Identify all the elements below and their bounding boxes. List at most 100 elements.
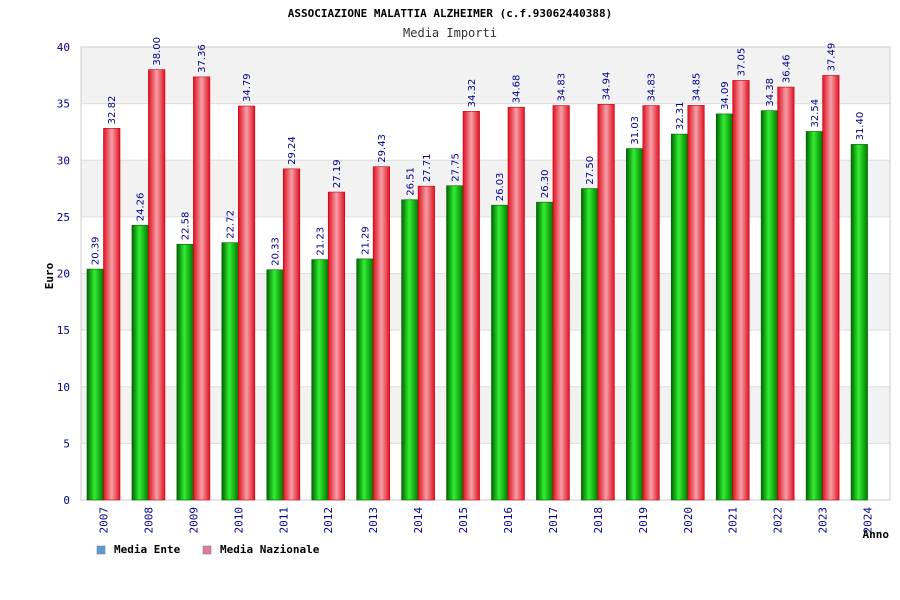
bar-media-ente: [491, 204, 509, 501]
bar-media-ente: [221, 242, 239, 501]
bar-media-nazionale: [372, 166, 390, 501]
bar-media-nazionale: [507, 106, 525, 501]
x-tick-label: 2015: [457, 507, 470, 534]
y-tick-label: 40: [57, 41, 70, 54]
x-tick-label: 2014: [412, 507, 425, 534]
data-label: 34.68: [512, 75, 523, 104]
y-tick-label: 20: [57, 268, 70, 281]
data-label: 29.43: [377, 134, 388, 163]
chart-title: ASSOCIAZIONE MALATTIA ALZHEIMER (c.f.930…: [288, 7, 613, 20]
data-label: 34.32: [467, 79, 478, 108]
y-axis-label: Euro: [43, 262, 56, 289]
x-tick-label: 2017: [547, 507, 560, 534]
y-axis-ticks: 0 5 10 15 20 25 30 35 40: [57, 41, 70, 507]
plot-band: [81, 103, 890, 161]
bar-media-nazionale: [822, 75, 840, 501]
y-tick-label: 5: [63, 437, 70, 450]
legend: Media Ente Media Nazionale: [96, 543, 320, 556]
y-tick-label: 25: [57, 211, 70, 224]
plot-band: [81, 160, 890, 217]
data-label: 20.33: [271, 237, 282, 266]
plot-band: [81, 47, 890, 104]
bar-group: [86, 69, 868, 501]
bar-media-ente: [536, 201, 554, 501]
bar-media-nazionale: [282, 168, 301, 501]
bar-media-ente: [131, 224, 149, 501]
data-label: 34.85: [692, 73, 703, 102]
data-label: 34.09: [720, 81, 731, 110]
data-label: 34.94: [602, 72, 613, 101]
x-tick-label: 2008: [142, 507, 155, 534]
bar-media-ente: [670, 133, 689, 501]
data-label: 38.00: [152, 37, 163, 66]
data-label: 31.03: [630, 116, 641, 145]
x-tick-label: 2020: [682, 507, 695, 534]
bar-media-ente: [626, 148, 644, 501]
bar-media-ente: [850, 144, 868, 501]
bar-media-ente: [86, 268, 104, 501]
x-tick-label: 2007: [98, 507, 111, 534]
data-label: 27.50: [585, 156, 596, 185]
data-label: 27.19: [332, 159, 343, 188]
bar-media-nazionale: [417, 185, 435, 501]
x-tick-label: 2016: [502, 507, 515, 534]
x-tick-label: 2022: [772, 507, 785, 534]
x-axis-label: Anno: [863, 528, 890, 541]
x-tick-label: 2009: [187, 507, 200, 534]
bar-media-ente: [581, 188, 599, 501]
data-label: 37.49: [826, 43, 837, 72]
x-tick-label: 2024: [862, 507, 875, 534]
data-label: 22.72: [226, 210, 237, 239]
data-label: 34.83: [557, 73, 568, 102]
plot-band: [81, 330, 890, 387]
data-label: 36.46: [781, 54, 792, 83]
x-tick-label: 2021: [727, 507, 740, 534]
bar-media-ente: [401, 199, 419, 501]
plot-band: [81, 386, 890, 444]
bar-media-ente: [176, 243, 194, 501]
x-axis-ticks: 2007 2008 2009 2010 2011 2012 2013 2014 2015 2016…: [98, 507, 875, 534]
bar-media-nazionale: [552, 105, 570, 501]
data-labels: 20.39 32.82 24.26 38.00 22.58 37.36 22.72 34.79…: [91, 37, 866, 266]
data-label: 20.39: [91, 236, 102, 265]
bar-media-nazionale: [238, 105, 256, 501]
bar-media-nazionale: [193, 76, 211, 501]
data-label: 37.36: [197, 44, 208, 73]
x-tick-label: 2019: [637, 507, 650, 534]
data-label: 32.31: [675, 101, 686, 130]
x-tick-label: 2011: [277, 507, 290, 534]
data-label: 37.05: [736, 48, 747, 77]
plot-area: [80, 46, 891, 501]
data-label: 34.38: [765, 78, 776, 107]
data-label: 31.40: [855, 112, 866, 141]
legend-swatch-media-ente: [96, 545, 106, 555]
plot-band: [81, 273, 890, 331]
bar-media-ente: [356, 258, 374, 501]
y-tick-label: 0: [63, 494, 70, 507]
bar-media-nazionale: [103, 128, 121, 501]
legend-label-media-ente: Media Ente: [114, 543, 181, 556]
bar-media-nazionale: [597, 104, 615, 501]
bar-media-nazionale: [148, 69, 166, 501]
bar-media-nazionale: [462, 111, 480, 501]
bar-media-nazionale: [327, 191, 346, 501]
y-tick-label: 10: [57, 381, 70, 394]
x-tick-label: 2018: [592, 507, 605, 534]
legend-label-media-nazionale: Media Nazionale: [220, 543, 320, 556]
x-tick-label: 2023: [817, 507, 830, 534]
data-label: 34.83: [647, 73, 658, 102]
data-label: 26.30: [540, 170, 551, 199]
legend-swatch-media-nazionale: [202, 545, 212, 555]
data-label: 32.82: [107, 96, 118, 125]
data-label: 29.24: [287, 136, 298, 165]
bar-media-ente: [446, 185, 464, 501]
bar-media-ente: [311, 259, 329, 501]
data-label: 32.54: [810, 99, 821, 128]
y-tick-label: 15: [57, 324, 70, 337]
y-tick-label: 35: [57, 98, 70, 111]
data-label: 27.71: [422, 154, 433, 183]
data-label: 22.58: [181, 212, 192, 241]
data-label: 24.26: [136, 193, 147, 222]
data-label: 21.29: [360, 226, 371, 255]
